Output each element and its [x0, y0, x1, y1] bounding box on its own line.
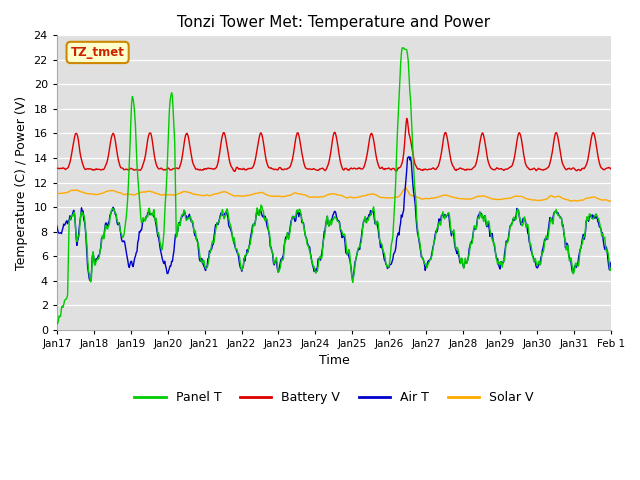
Y-axis label: Temperature (C) / Power (V): Temperature (C) / Power (V) — [15, 96, 28, 270]
Title: Tonzi Tower Met: Temperature and Power: Tonzi Tower Met: Temperature and Power — [177, 15, 490, 30]
Legend: Panel T, Battery V, Air T, Solar V: Panel T, Battery V, Air T, Solar V — [129, 386, 538, 409]
Text: TZ_tmet: TZ_tmet — [70, 46, 125, 59]
X-axis label: Time: Time — [319, 354, 349, 367]
